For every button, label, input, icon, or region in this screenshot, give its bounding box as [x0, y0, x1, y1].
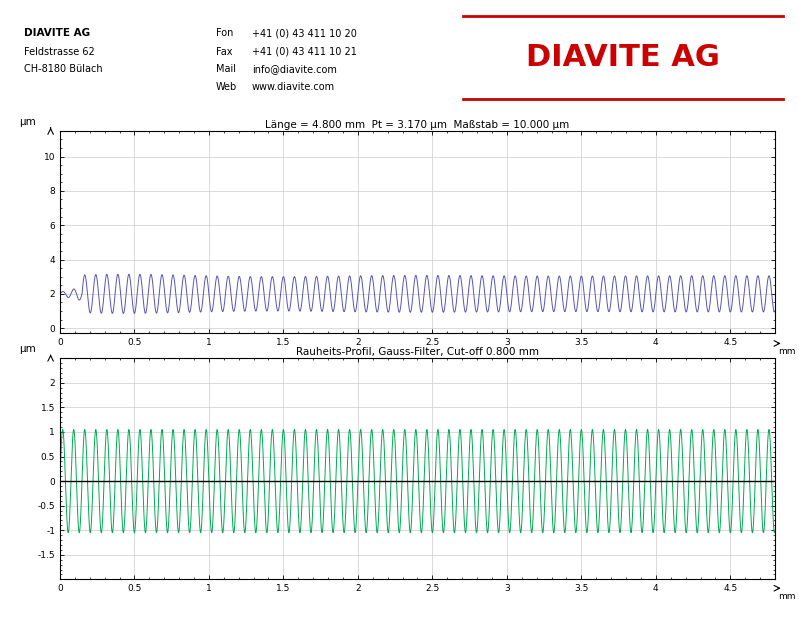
Text: Fon: Fon: [216, 28, 233, 38]
Text: info@diavite.com: info@diavite.com: [252, 64, 336, 74]
Text: CH-8180 Bülach: CH-8180 Bülach: [24, 64, 102, 74]
Text: +41 (0) 43 411 10 20: +41 (0) 43 411 10 20: [252, 28, 356, 38]
Text: DIAVITE AG: DIAVITE AG: [24, 28, 90, 38]
Text: mm: mm: [778, 592, 796, 601]
Y-axis label: µm: µm: [19, 344, 36, 354]
Text: mm: mm: [778, 348, 796, 356]
Text: Feldstrasse 62: Feldstrasse 62: [24, 47, 95, 57]
Text: Mail: Mail: [216, 64, 236, 74]
Title: Länge = 4.800 mm  Pt = 3.170 µm  Maßstab = 10.000 µm: Länge = 4.800 mm Pt = 3.170 µm Maßstab =…: [265, 120, 570, 130]
Text: +41 (0) 43 411 10 21: +41 (0) 43 411 10 21: [252, 47, 356, 57]
Text: Fax: Fax: [216, 47, 233, 57]
Text: www.diavite.com: www.diavite.com: [252, 82, 335, 92]
Title: Rauheits-Profil, Gauss-Filter, Cut-off 0.800 mm: Rauheits-Profil, Gauss-Filter, Cut-off 0…: [296, 348, 539, 358]
Y-axis label: µm: µm: [19, 117, 36, 126]
Text: Web: Web: [216, 82, 237, 92]
Text: DIAVITE AG: DIAVITE AG: [527, 43, 720, 72]
